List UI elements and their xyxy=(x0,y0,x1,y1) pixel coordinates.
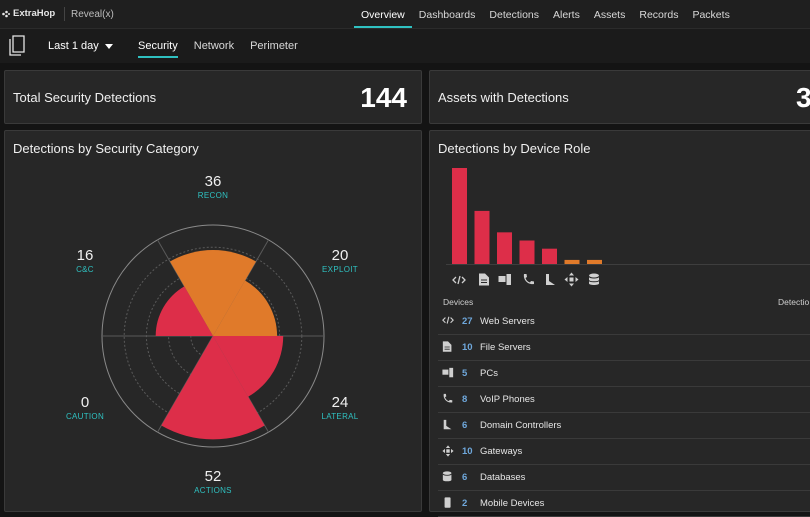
nav-alerts[interactable]: Alerts xyxy=(553,9,580,21)
phone-icon xyxy=(443,393,453,403)
device-role-name: Gateways xyxy=(480,445,523,457)
polar-category: RECON xyxy=(197,191,229,200)
polar-value: 20 xyxy=(331,247,349,264)
nav-dashboards[interactable]: Dashboards xyxy=(418,9,476,21)
polar-label-recon: 36 RECON xyxy=(178,173,248,200)
total-detections-label: Total Security Detections xyxy=(13,90,157,105)
devices-column-header: Devices xyxy=(443,297,474,307)
device-role-name: Domain Controllers xyxy=(480,419,562,431)
device-role-name: PCs xyxy=(480,367,498,379)
device-role-name: Web Servers xyxy=(480,315,535,327)
nav-detections[interactable]: Detections xyxy=(489,9,539,21)
top-nav: ExtraHop Reveal(x) Overview Dashboards D… xyxy=(0,0,810,29)
time-range-label: Last 1 day xyxy=(48,40,99,52)
polar-category: LATERAL xyxy=(321,412,359,421)
polar-value: 24 xyxy=(331,394,349,411)
tab-network[interactable]: Network xyxy=(193,40,235,52)
device-role-card: Detections by Device Role xyxy=(429,130,810,512)
polar-label-caution: 0 CAUTION xyxy=(50,394,120,421)
gateway-icon xyxy=(442,445,454,457)
file-icon xyxy=(479,273,489,286)
device-count[interactable]: 10 xyxy=(462,445,473,457)
product-name: Reveal(x) xyxy=(71,9,114,20)
device-row[interactable]: 2 Mobile Devices xyxy=(438,490,810,517)
phone-icon xyxy=(523,274,534,285)
device-count[interactable]: 2 xyxy=(462,497,468,509)
polar-value: 52 xyxy=(204,468,222,485)
device-count[interactable]: 5 xyxy=(462,367,468,379)
device-row[interactable]: 10 Gateways xyxy=(438,438,810,465)
document-icon[interactable] xyxy=(8,35,26,57)
device-role-name: VoIP Phones xyxy=(480,393,535,405)
polar-label-exploit: 20 EXPLOIT xyxy=(305,247,375,274)
device-role-title: Detections by Device Role xyxy=(438,141,591,156)
time-range-selector[interactable]: Last 1 day xyxy=(48,40,113,52)
category-chart-title: Detections by Security Category xyxy=(13,141,199,156)
device-row[interactable]: 27 Web Servers xyxy=(438,308,810,335)
device-count[interactable]: 6 xyxy=(462,471,468,483)
divider xyxy=(64,7,65,21)
nav-assets[interactable]: Assets xyxy=(593,9,626,21)
brand-name: ExtraHop xyxy=(13,8,56,19)
logo-icon xyxy=(2,10,10,17)
polar-value: 36 xyxy=(204,173,222,190)
device-row[interactable]: 6 Databases xyxy=(438,464,810,491)
polar-value: 16 xyxy=(76,247,94,264)
tab-security[interactable]: Security xyxy=(134,29,182,63)
device-count[interactable]: 10 xyxy=(462,341,473,353)
device-count[interactable]: 27 xyxy=(462,315,473,327)
total-detections-card[interactable]: Total Security Detections 144 xyxy=(4,70,422,124)
extrahop-logo[interactable]: ExtraHop xyxy=(2,8,55,19)
device-role-name: File Servers xyxy=(480,341,531,353)
polar-label-cc: 16 C&C xyxy=(50,247,120,274)
code-icon xyxy=(452,275,466,285)
code-icon xyxy=(442,316,454,324)
assets-detections-label: Assets with Detections xyxy=(438,90,569,105)
file-icon xyxy=(442,341,452,352)
main-nav: Overview Dashboards Detections Alerts As… xyxy=(354,0,737,28)
assets-detections-value: 3 xyxy=(796,82,810,113)
domain-controller-icon xyxy=(546,274,555,285)
total-detections-value: 144 xyxy=(360,82,407,113)
sub-toolbar: Last 1 day Security Network Perimeter xyxy=(0,29,810,63)
device-row[interactable]: 5 PCs xyxy=(438,360,810,387)
gateway-icon xyxy=(564,272,579,287)
polar-category: EXPLOIT xyxy=(322,265,358,274)
nav-records[interactable]: Records xyxy=(639,9,679,21)
polar-category: ACTIONS xyxy=(194,486,232,495)
polar-label-actions: 52 ACTIONS xyxy=(178,468,248,495)
chevron-down-icon xyxy=(104,43,113,49)
device-row[interactable]: 10 File Servers xyxy=(438,334,810,361)
device-role-name: Databases xyxy=(480,471,526,483)
pc-icon xyxy=(442,367,454,378)
polar-category: CAUTION xyxy=(65,412,105,421)
bar-axis-icons xyxy=(450,272,610,288)
assets-detections-card[interactable]: Assets with Detections 3 xyxy=(429,70,810,124)
polar-value: 0 xyxy=(80,394,90,411)
device-row[interactable]: 8 VoIP Phones xyxy=(438,386,810,413)
domain-controller-icon xyxy=(443,419,452,430)
database-icon xyxy=(442,471,452,482)
tab-perimeter[interactable]: Perimeter xyxy=(250,40,298,52)
dashboard-tabs: Security Network Perimeter xyxy=(134,29,310,63)
device-role-name: Mobile Devices xyxy=(480,497,545,509)
nav-overview[interactable]: Overview xyxy=(354,0,412,28)
device-count[interactable]: 6 xyxy=(462,419,468,431)
database-icon xyxy=(588,273,600,285)
polar-category: C&C xyxy=(76,265,94,274)
polar-label-lateral: 24 LATERAL xyxy=(305,394,375,421)
mobile-icon xyxy=(444,497,451,508)
device-row[interactable]: 6 Domain Controllers xyxy=(438,412,810,439)
pc-icon xyxy=(498,274,511,285)
device-count[interactable]: 8 xyxy=(462,393,468,405)
nav-packets[interactable]: Packets xyxy=(692,9,730,21)
detections-column-header: Detectio xyxy=(778,297,810,307)
